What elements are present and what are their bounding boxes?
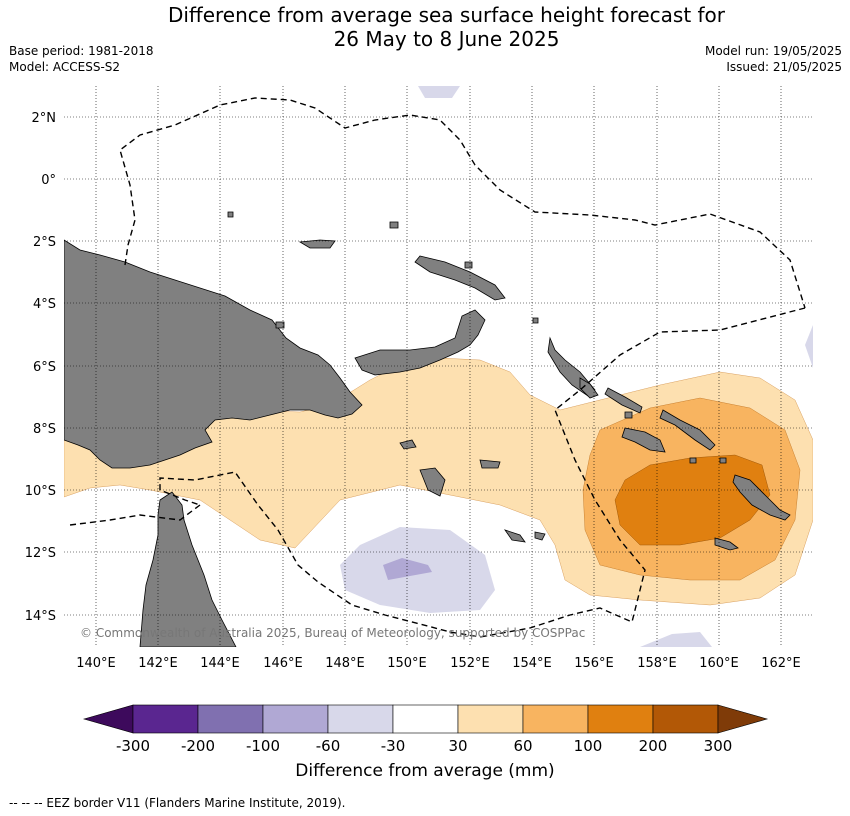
- lon-label: 162°E: [761, 656, 801, 671]
- meta-left: Base period: 1981-2018 Model: ACCESS-S2: [9, 43, 154, 75]
- colorbar-label: Difference from average (mm): [295, 761, 555, 781]
- lon-label: 152°E: [450, 656, 490, 671]
- colorbar-tick: 300: [704, 737, 733, 755]
- small-island-3: [464, 261, 473, 269]
- colorbar-bin: [262, 704, 329, 734]
- land-masses: [64, 211, 791, 647]
- colorbar-bin: [457, 704, 524, 734]
- rossel-island: [534, 531, 546, 541]
- colorbar-bin: [522, 704, 589, 734]
- colorbar-bin: [392, 704, 459, 734]
- small-island-5: [532, 317, 539, 324]
- d-entrecasteaux-islands: [419, 467, 446, 497]
- lon-labels: 140°E 142°E 144°E 146°E 148°E 150°E 152°…: [76, 656, 801, 671]
- small-island-2: [624, 411, 633, 419]
- eez-borders: [69, 97, 806, 638]
- manus-island: [298, 239, 336, 249]
- colorbar-extend-high: [717, 704, 769, 734]
- colorbar-bin: [652, 704, 719, 734]
- colorbar-bin: [197, 704, 264, 734]
- santa-isabel-island: [604, 387, 643, 414]
- lon-label: 160°E: [699, 656, 739, 671]
- map-area: © Commonwealth of Australia 2025, Bureau…: [64, 86, 813, 647]
- new-britain-island: [354, 309, 486, 376]
- small-island-6: [689, 457, 697, 464]
- malaita-island: [659, 409, 716, 451]
- base-period: Base period: 1981-2018: [9, 44, 154, 58]
- colorbar-tick: 100: [574, 737, 603, 755]
- lon-label: 146°E: [263, 656, 303, 671]
- lon-label: 148°E: [325, 656, 365, 671]
- duke-of-york-island: [275, 321, 285, 329]
- model-run: Model run: 19/05/2025: [704, 44, 842, 58]
- lat-label: 4°S: [33, 297, 56, 312]
- lon-label: 150°E: [387, 656, 427, 671]
- lat-label: 12°S: [25, 546, 56, 561]
- guadalcanal-island: [621, 427, 666, 453]
- colorbar-tick: -60: [316, 737, 341, 755]
- colorbar-bin: [327, 704, 394, 734]
- anomaly-neg-light-top: [418, 86, 460, 98]
- rennell-island: [714, 537, 739, 551]
- lat-label: 14°S: [25, 609, 56, 624]
- tagula-island: [503, 529, 526, 543]
- colorbar: -300 -200 -100 -60 -30 30 60 100 200 300: [82, 704, 769, 755]
- eez-border-west: [69, 504, 201, 526]
- colorbar-extend-low: [82, 704, 134, 734]
- anomaly-neg-light-bottom: [640, 632, 712, 647]
- trobriand-islands: [399, 439, 417, 450]
- lat-label: 8°S: [33, 422, 56, 437]
- eez-border-png: [119, 97, 806, 309]
- lat-label: 0°: [41, 173, 56, 188]
- small-island-4: [227, 211, 234, 218]
- colorbar-tick: 30: [448, 737, 467, 755]
- lat-label: 2°S: [33, 235, 56, 250]
- lon-label: 140°E: [76, 656, 116, 671]
- title-line-1: Difference from average sea surface heig…: [167, 3, 726, 27]
- lat-label: 6°S: [33, 360, 56, 375]
- small-island-7: [719, 457, 727, 464]
- colorbar-tick: 200: [639, 737, 668, 755]
- map-title: Difference from average sea surface heig…: [0, 3, 850, 51]
- lon-label: 142°E: [138, 656, 178, 671]
- cape-york-land: [139, 491, 237, 647]
- small-island-1: [389, 221, 399, 229]
- eez-legend-note: -- -- -- EEZ border V11 (Flanders Marine…: [9, 796, 346, 810]
- louisiade-islands: [479, 459, 501, 469]
- anomaly-neg-light-right: [805, 325, 813, 368]
- graticule: [64, 86, 813, 647]
- colorbar-tick: 60: [513, 737, 532, 755]
- colorbar-tick: -300: [116, 737, 150, 755]
- lat-label: 2°N: [32, 111, 57, 126]
- colorbar-ticks: -300 -200 -100 -60 -30 30 60 100 200 300: [116, 737, 732, 755]
- copyright-text: © Commonwealth of Australia 2025, Bureau…: [80, 626, 585, 640]
- title-line-2: 26 May to 8 June 2025: [333, 27, 560, 51]
- choiseul-island: [579, 377, 599, 399]
- new-ireland-island: [414, 255, 506, 301]
- colorbar-bin: [132, 704, 199, 734]
- colorbar-tick: -200: [181, 737, 215, 755]
- new-guinea-land: [64, 239, 363, 469]
- lat-label: 10°S: [25, 484, 56, 499]
- anomaly-neg-medium-region: [383, 558, 432, 580]
- lat-labels: 2°N 0° 2°S 4°S 6°S 8°S 10°S 12°S 14°S: [25, 111, 56, 624]
- meta-right: Model run: 19/05/2025 Issued: 21/05/2025: [705, 43, 842, 75]
- issued-date: Issued: 21/05/2025: [726, 60, 842, 74]
- lon-label: 158°E: [637, 656, 677, 671]
- colorbar-tick: -30: [381, 737, 406, 755]
- lon-label: 144°E: [200, 656, 240, 671]
- lon-label: 154°E: [512, 656, 552, 671]
- eez-border-south: [159, 307, 806, 638]
- lon-label: 156°E: [574, 656, 614, 671]
- colorbar-tick: -100: [246, 737, 280, 755]
- model-name: Model: ACCESS-S2: [9, 60, 121, 74]
- colorbar-bin: [587, 704, 654, 734]
